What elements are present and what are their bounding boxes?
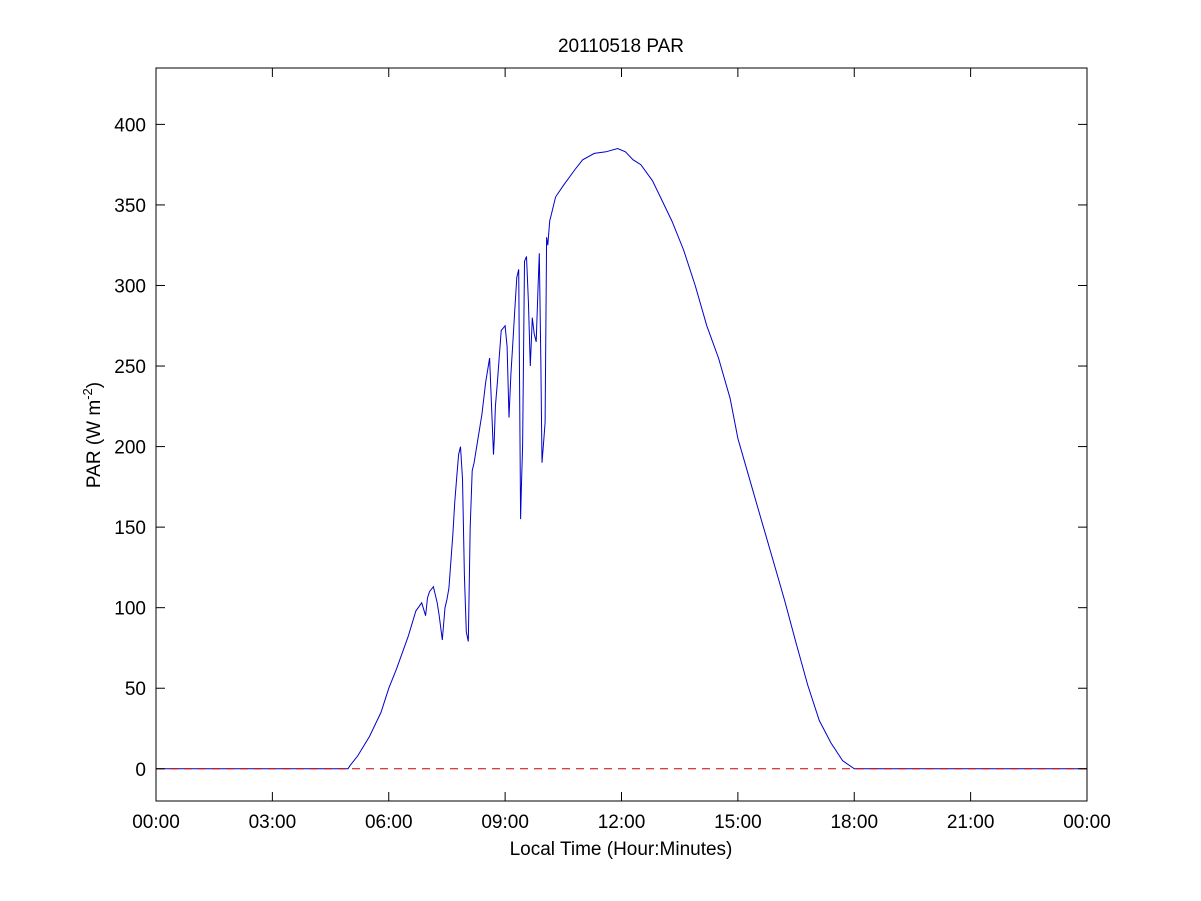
- x-tick-label: 06:00: [365, 812, 413, 833]
- series-line-0: [156, 147, 1087, 770]
- y-tick-label: 0: [135, 760, 146, 781]
- axes-box: [155, 67, 1088, 802]
- y-axis-label-end: ): [84, 382, 105, 388]
- plot-area: [156, 68, 1087, 801]
- x-tick-label: 00:00: [132, 812, 180, 833]
- x-tick-label: 12:00: [598, 812, 646, 833]
- y-tick-label: 150: [114, 518, 146, 539]
- y-axis-label-base: PAR (W m: [84, 400, 105, 488]
- y-axis-label: PAR (W m-2): [80, 382, 105, 488]
- y-tick-label: 250: [114, 357, 146, 378]
- y-tick-label: 100: [114, 599, 146, 620]
- x-tick-label: 18:00: [830, 812, 878, 833]
- x-tick-label: 21:00: [947, 812, 995, 833]
- y-tick-label: 50: [125, 679, 146, 700]
- y-axis-label-superscript: -2: [80, 388, 95, 400]
- x-tick-label: 15:00: [714, 812, 762, 833]
- ticks-layer: 00:00 03:00 06:00 09:00 12:00 15:00 18:00 21:00…: [114, 68, 1111, 833]
- y-tick-label: 350: [114, 196, 146, 217]
- chart-title: 20110518 PAR: [558, 36, 684, 57]
- y-tick-label: 400: [114, 115, 146, 136]
- y-tick-label: 300: [114, 276, 146, 297]
- x-tick-label: 03:00: [249, 812, 297, 833]
- series-layer: [156, 147, 1087, 770]
- x-tick-label: 00:00: [1063, 812, 1111, 833]
- y-tick-label: 200: [114, 438, 146, 459]
- x-tick-label: 09:00: [481, 812, 529, 833]
- x-axis-label: Local Time (Hour:Minutes): [510, 839, 733, 860]
